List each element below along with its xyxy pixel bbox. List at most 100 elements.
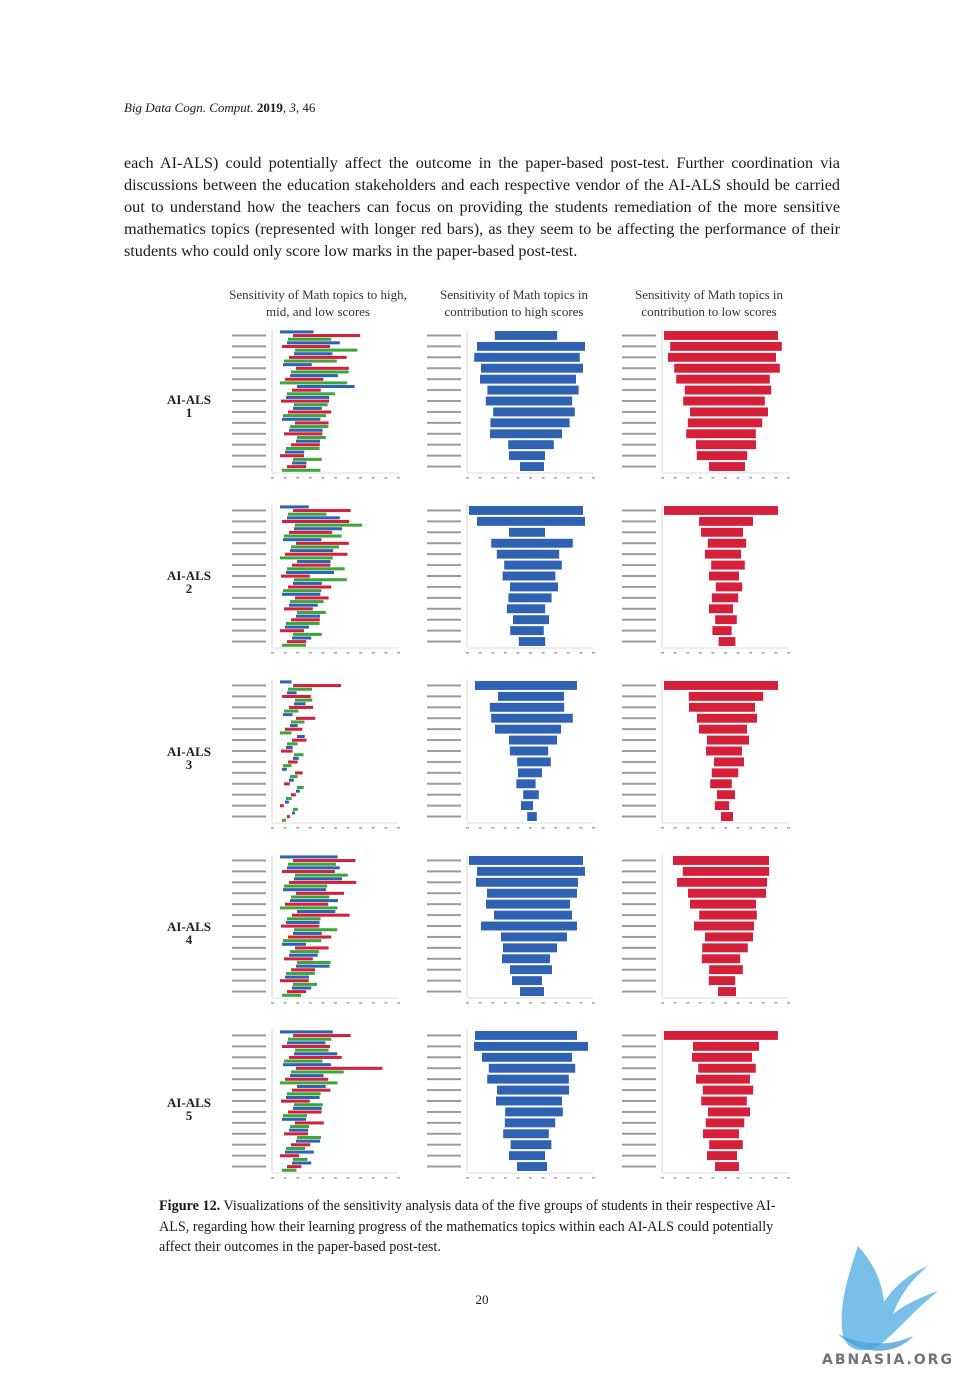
x-tick-label-mark [491, 1002, 495, 1004]
x-tick-label-mark [554, 652, 558, 654]
sensitivity-bar [469, 506, 583, 515]
topic-label-mark [232, 892, 266, 895]
topic-label-mark [622, 607, 656, 610]
topic-label-mark [427, 760, 461, 763]
sensitivity-bar [487, 888, 577, 898]
topic-label-mark [232, 378, 266, 381]
x-tick-label-mark [271, 477, 274, 479]
high-score-bar [294, 352, 333, 356]
topic-label-mark [427, 935, 461, 938]
sensitivity-bar [489, 702, 565, 712]
high-score-bar [292, 986, 312, 990]
sensitivity-bar [480, 374, 576, 384]
sensitivity-bar [495, 724, 561, 734]
sensitivity-bar [697, 713, 757, 723]
sensitivity-bar [718, 637, 736, 646]
topic-label-mark [232, 935, 266, 938]
topic-label-mark [427, 739, 461, 742]
sensitivity-bar [505, 1107, 563, 1117]
mid-score-bar [293, 1034, 351, 1038]
sensitivity-bar [708, 976, 736, 986]
topic-label-mark [427, 990, 461, 993]
figure-caption: Figure 12. Visualizations of the sensiti… [159, 1196, 805, 1258]
topic-label-mark [622, 629, 656, 632]
topic-label-mark [622, 421, 656, 424]
sensitivity-bar [527, 812, 537, 821]
topic-label-mark [232, 968, 266, 971]
topic-label-mark [427, 389, 461, 392]
sensitivity-bar [676, 374, 770, 384]
sensitivity-bar [690, 407, 768, 417]
topic-label-mark [427, 1067, 461, 1070]
x-tick-label-mark [308, 652, 312, 654]
high-score-bar [286, 395, 330, 399]
sensitivity-bar [504, 560, 562, 570]
topic-label-mark [622, 553, 656, 556]
low-score-bar [288, 862, 336, 866]
low-score-bar [286, 796, 292, 800]
topic-label-mark [427, 585, 461, 588]
high-score-bar [297, 385, 355, 389]
x-tick-label-mark [724, 652, 727, 654]
low-score-bar [290, 425, 329, 429]
sensitivity-bar [521, 801, 533, 811]
sensitivity-bar [701, 954, 741, 964]
high-score-bar [287, 691, 297, 695]
topic-label-mark [232, 990, 266, 993]
low-score-bar [280, 556, 333, 560]
x-tick-label-mark [592, 827, 595, 829]
low-score-bar [284, 534, 342, 538]
mid-score-bar [280, 454, 304, 458]
x-tick-label-mark [321, 477, 325, 479]
article-number: 46 [302, 100, 316, 115]
x-tick-label-mark [673, 1177, 677, 1179]
x-tick-label-mark [698, 1177, 702, 1179]
sensitivity-bar [717, 790, 735, 800]
x-tick-label-mark [554, 1177, 558, 1179]
sensitivity-bar [693, 1041, 759, 1051]
low-score-bar [294, 753, 304, 757]
high-score-bar [283, 713, 293, 717]
topic-label-mark [427, 728, 461, 731]
topic-label-mark [622, 509, 656, 512]
x-tick-label-mark [371, 1002, 375, 1004]
x-tick-label-mark [774, 1002, 778, 1004]
x-tick-label-mark [478, 652, 482, 654]
x-tick-label-mark [541, 477, 545, 479]
topic-label-mark [232, 946, 266, 949]
mid-score-bar [284, 432, 323, 436]
topic-label-mark [622, 750, 656, 752]
high-score-bar [290, 724, 298, 728]
low-score-bar [291, 545, 339, 549]
x-tick-label-mark [334, 827, 337, 829]
high-score-bar [289, 603, 318, 607]
x-tick-label-mark [686, 652, 690, 654]
x-tick-label-mark [724, 1177, 727, 1179]
x-tick-label-mark [478, 477, 482, 479]
x-tick-label-mark [686, 1177, 690, 1179]
x-tick-label-mark [529, 1177, 532, 1179]
sensitivity-bar [714, 757, 744, 767]
topic-label-mark [232, 695, 266, 698]
low-score-bar [293, 632, 322, 636]
low-score-bar [282, 993, 302, 997]
mid-score-bar [289, 530, 333, 534]
row-label-ai-als-3: AI-ALS 3 [158, 745, 220, 771]
watermark-text: ABNASIA.ORG [822, 1352, 954, 1368]
sensitivity-bar [687, 418, 763, 428]
x-tick-label-mark [787, 652, 790, 654]
x-tick-label-mark [749, 652, 753, 654]
topic-label-mark [232, 640, 266, 643]
topic-label-mark [622, 1165, 656, 1168]
sensitivity-bar [482, 1052, 572, 1062]
sensitivity-bar [517, 757, 551, 767]
topic-label-mark [622, 1056, 656, 1059]
high-score-bar [293, 756, 299, 760]
x-tick-label-mark [296, 1002, 300, 1004]
x-tick-label-mark [698, 477, 702, 479]
chart-ai-als-5-high-mid-low [232, 1030, 400, 1179]
topic-label-mark [427, 575, 461, 577]
x-tick-label-mark [673, 1002, 677, 1004]
x-tick-label-mark [761, 652, 765, 654]
topic-label-mark [622, 815, 656, 818]
